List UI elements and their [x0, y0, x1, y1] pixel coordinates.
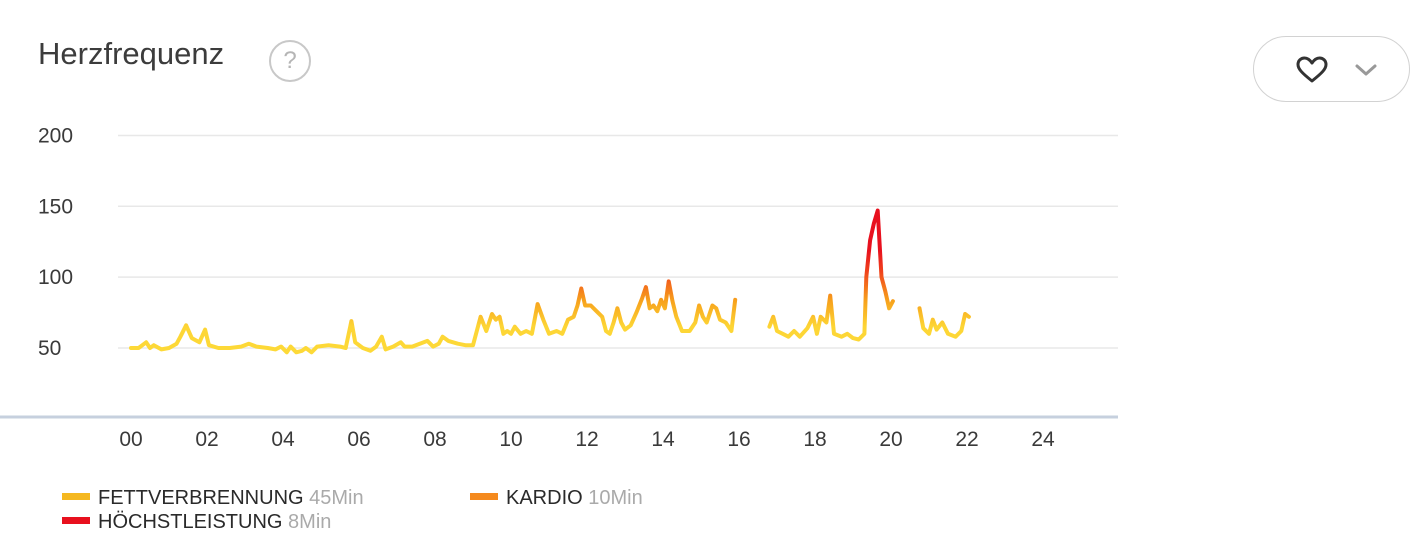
x-tick-label: 08	[423, 428, 446, 451]
favorite-dropdown-button[interactable]	[1253, 36, 1410, 102]
legend-swatch	[62, 517, 90, 525]
legend-label: HÖCHSTLEISTUNG	[98, 511, 283, 533]
legend-duration: 45Min	[309, 487, 364, 509]
x-tick-label: 12	[575, 428, 598, 451]
help-icon[interactable]: ?	[269, 40, 311, 82]
heart-rate-series	[129, 208, 971, 355]
x-tick-label: 18	[803, 428, 826, 451]
y-tick-label: 150	[38, 195, 73, 218]
heart-icon	[1296, 56, 1328, 83]
grid-lines	[118, 134, 1118, 349]
x-tick-label: 14	[651, 428, 675, 451]
y-tick-labels: 50 100 150 200	[38, 124, 73, 360]
legend-duration: 10Min	[588, 487, 643, 509]
x-tick-label: 24	[1031, 428, 1055, 451]
legend-label: KARDIO	[506, 487, 583, 509]
y-tick-label: 200	[38, 124, 73, 147]
x-tick-label: 00	[119, 428, 142, 451]
x-tick-label: 16	[727, 428, 750, 451]
legend-item-hoechstleistung: HÖCHSTLEISTUNG 8Min	[62, 511, 331, 534]
legend-swatch	[62, 493, 90, 501]
legend-duration: 8Min	[288, 511, 332, 533]
heart-rate-line-segment	[129, 279, 738, 355]
legend-item-fettverbrennung: FETTVERBRENNUNG 45Min	[62, 487, 364, 510]
x-tick-label: 06	[347, 428, 370, 451]
heart-rate-line-segment	[767, 208, 895, 342]
chevron-down-icon	[1355, 64, 1377, 76]
heart-rate-line-segment	[917, 306, 971, 339]
legend-label: FETTVERBRENNUNG	[98, 487, 304, 509]
legend-swatch	[470, 493, 498, 501]
x-tick-label: 20	[879, 428, 902, 451]
x-tick-label: 22	[955, 428, 978, 451]
x-tick-label: 02	[195, 428, 218, 451]
legend-item-kardio: KARDIO 10Min	[470, 487, 643, 510]
x-tick-label: 04	[271, 428, 295, 451]
y-tick-label: 100	[38, 266, 73, 289]
x-tick-label: 10	[499, 428, 522, 451]
y-tick-label: 50	[38, 337, 61, 360]
page-title: Herzfrequenz	[38, 36, 225, 71]
heart-rate-chart: 50 100 150 200 00 02 04 06 08 10 12 14 16 18 20 22 24	[0, 124, 1118, 451]
x-tick-labels: 00 02 04 06 08 10 12 14 16 18 20 22 24	[119, 428, 1055, 451]
